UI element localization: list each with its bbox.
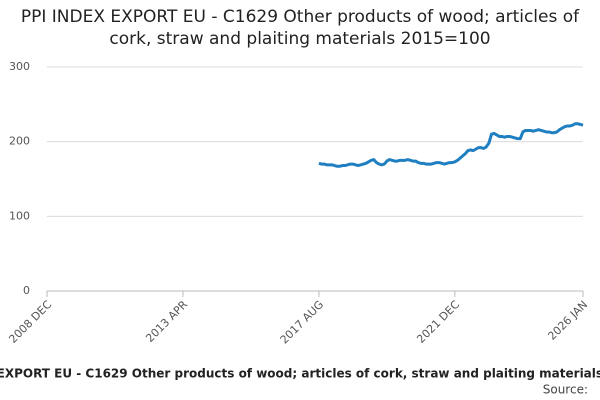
y-tick-label: 300: [9, 60, 30, 73]
y-tick-label: 0: [23, 284, 30, 297]
y-tick-label: 200: [9, 135, 30, 148]
x-tick-label: 2013 APR: [143, 298, 190, 345]
x-tick-label: 2021 DEC: [414, 298, 462, 346]
y-tick-label: 100: [9, 209, 30, 222]
legend-label: PPI INDEX EXPORT EU - C1629 Other produc…: [0, 367, 600, 381]
source: Source:: [543, 383, 588, 397]
chart-title: PPI INDEX EXPORT EU - C1629 Other produc…: [20, 7, 580, 49]
line: [318, 122, 584, 168]
x-tick-label: 2008 DEC: [6, 298, 54, 346]
x-tick-label: 2026 JAN: [545, 298, 590, 343]
x-tick-label: 2017 AUG: [278, 298, 327, 347]
